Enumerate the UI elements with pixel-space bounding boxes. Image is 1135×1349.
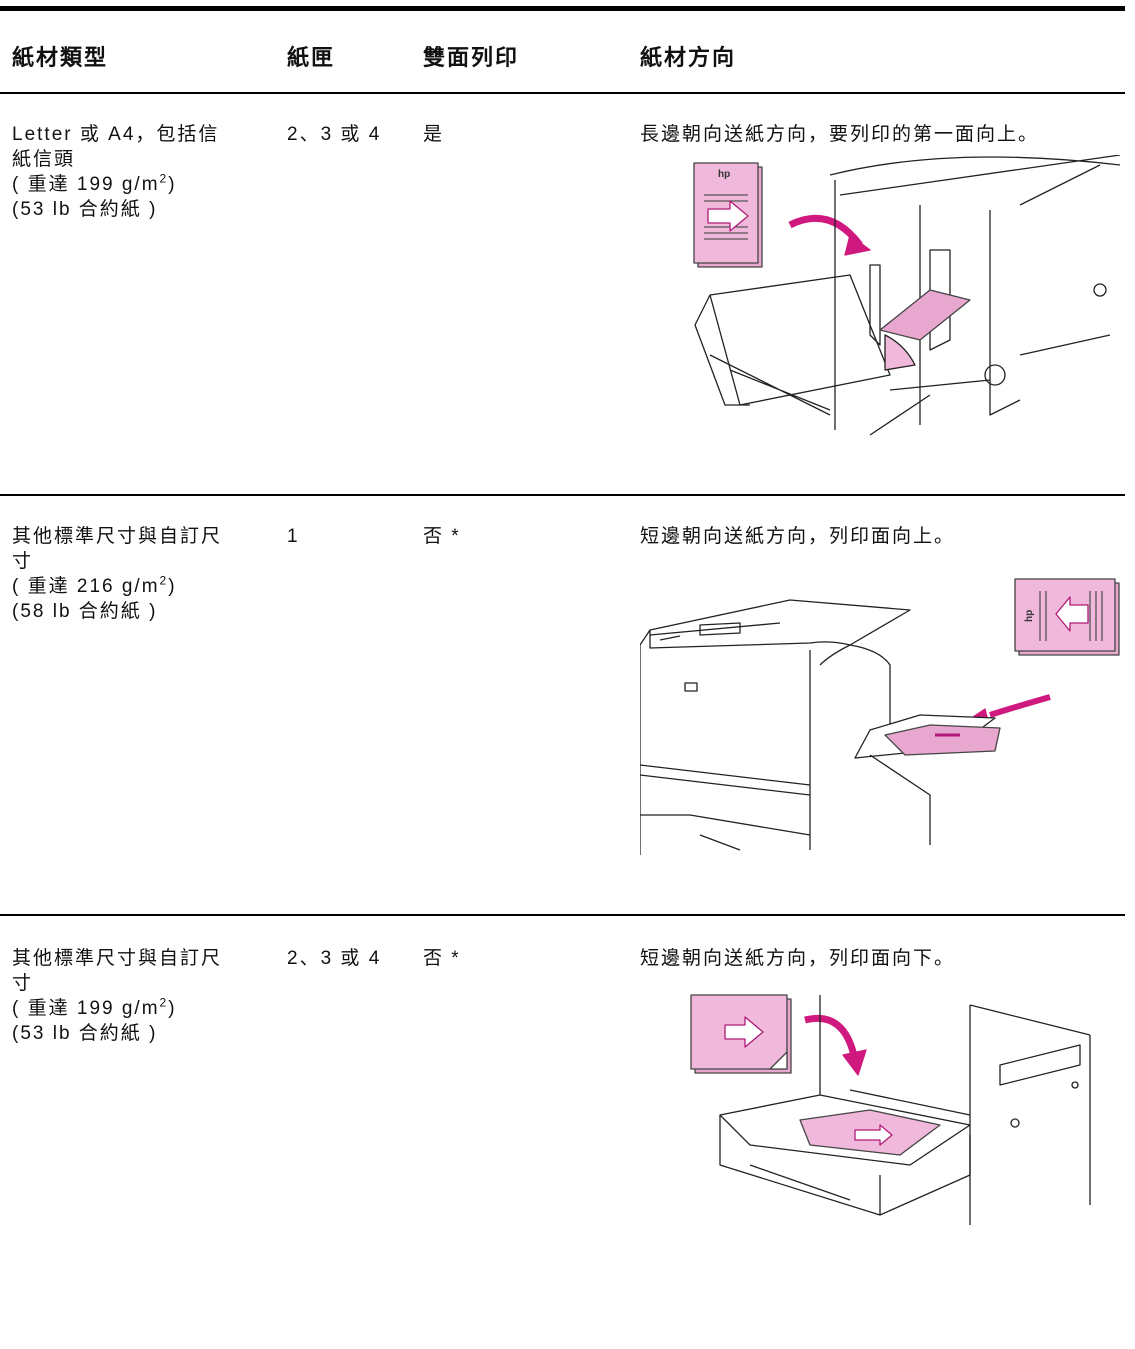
svg-text:hp: hp [1024, 610, 1035, 622]
header-cell: 紙材方向 [640, 45, 737, 70]
paper-type-cell: 其他標準尺寸與自訂尺寸( 重達 216 g/m2) (58 lb 合約紙 ) [12, 524, 240, 624]
illustration: hp [693, 155, 1121, 436]
paper-type-cell: Letter 或 A4，包括信紙信頭( 重達 199 g/m2) (53 lb 合… [12, 122, 240, 222]
paper-basis: (53 lb 合約紙 ) [12, 199, 158, 220]
row-rule [0, 92, 1125, 94]
illustration: hp [640, 578, 1120, 855]
paper-weight: ( 重達 199 g/m2) [12, 172, 240, 197]
header-cell: 紙材類型 [12, 45, 109, 70]
duplex-cell: 是 [423, 124, 445, 145]
weight-superscript: 2 [159, 573, 169, 588]
paper-type-cell: 其他標準尺寸與自訂尺寸( 重達 199 g/m2) (53 lb 合約紙 ) [12, 946, 240, 1046]
weight-text: ( 重達 216 g/m [12, 576, 160, 597]
tray-cell: 2、3 或 4 [287, 124, 382, 145]
orientation-cell: 長邊朝向送紙方向，要列印的第一面向上。 [640, 124, 1040, 145]
weight-superscript: 2 [159, 171, 169, 186]
tray-cell: 2、3 或 4 [287, 948, 382, 969]
weight-superscript: 2 [159, 995, 169, 1010]
paper-basis: (53 lb 合約紙 ) [12, 1023, 158, 1044]
header-cell: 紙匣 [287, 45, 336, 70]
duplex-cell: 否 * [423, 526, 461, 547]
row-rule [0, 914, 1125, 916]
illustration [690, 994, 1091, 1225]
weight-text: ) [168, 998, 177, 1019]
paper-type: 其他標準尺寸與自訂尺寸 [12, 526, 223, 572]
orientation-cell: 短邊朝向送紙方向，列印面向上。 [640, 526, 956, 547]
header-cell: 雙面列印 [423, 45, 520, 70]
duplex-cell: 否 * [423, 948, 461, 969]
weight-text: ) [168, 174, 177, 195]
tray-cell: 1 [287, 526, 300, 547]
weight-text: ) [168, 576, 177, 597]
paper-basis: (58 lb 合約紙 ) [12, 601, 158, 622]
paper-type: Letter 或 A4，包括信紙信頭 [12, 124, 220, 170]
weight-text: ( 重達 199 g/m [12, 998, 160, 1019]
weight-text: ( 重達 199 g/m [12, 174, 160, 195]
paper-weight: ( 重達 216 g/m2) [12, 574, 240, 599]
svg-text:hp: hp [718, 169, 730, 180]
paper-type: 其他標準尺寸與自訂尺寸 [12, 948, 223, 994]
orientation-cell: 短邊朝向送紙方向，列印面向下。 [640, 948, 956, 969]
row-rule [0, 494, 1125, 496]
top-rule [0, 6, 1125, 11]
paper-weight: ( 重達 199 g/m2) [12, 996, 240, 1021]
